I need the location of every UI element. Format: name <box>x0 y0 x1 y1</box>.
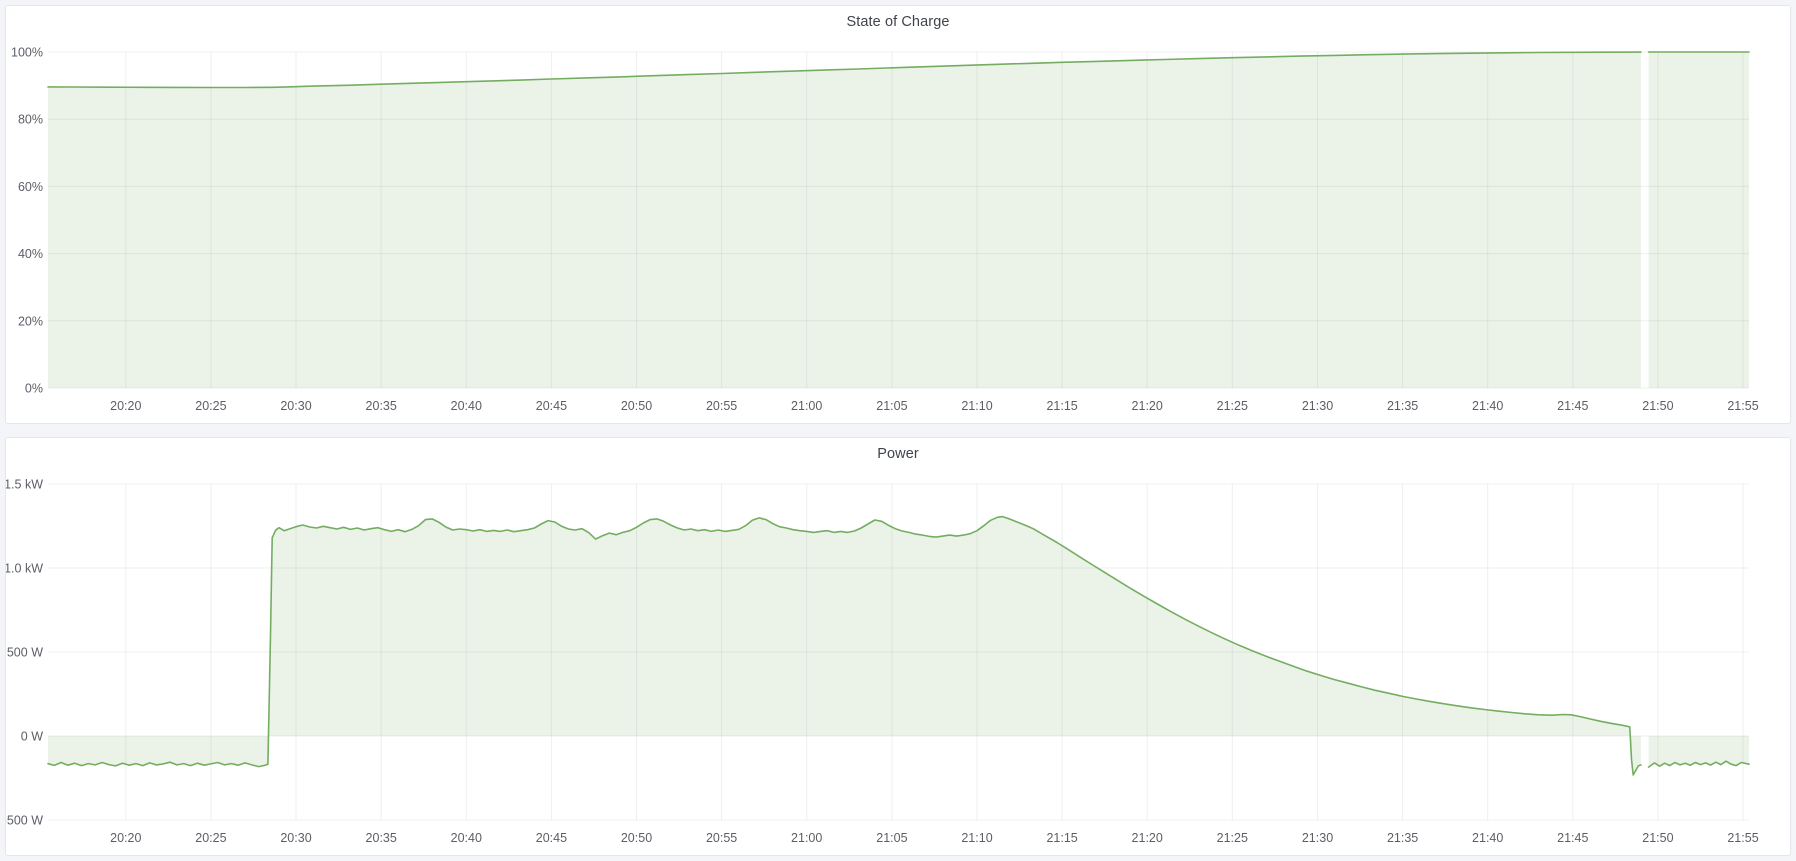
panel-title-state-of-charge[interactable]: State of Charge <box>846 14 950 30</box>
panel-state-of-charge: State of Charge 20:20 20:25 20:30 20:35 20:4… <box>5 5 1791 424</box>
x-tick-label: 21:20 <box>1132 831 1163 845</box>
x-tick-label: 21:45 <box>1557 399 1588 413</box>
x-tick-label: 21:50 <box>1642 831 1673 845</box>
x-tick-label: 21:00 <box>791 831 822 845</box>
series-area-fill <box>48 516 1641 775</box>
x-tick-label: 21:20 <box>1132 399 1163 413</box>
x-tick-label: 20:20 <box>110 399 141 413</box>
x-tick-label: 21:05 <box>876 831 907 845</box>
x-tick-label: 20:55 <box>706 399 737 413</box>
x-tick-label: 21:15 <box>1046 399 1077 413</box>
x-tick-label: 21:30 <box>1302 831 1333 845</box>
series-line <box>47 515 1642 776</box>
x-tick-label: 20:45 <box>536 831 567 845</box>
x-tick-label: 20:55 <box>706 831 737 845</box>
x-tick-label: 21:10 <box>961 831 992 845</box>
y-tick-label: 100% <box>11 46 43 60</box>
y-tick-label: 0 W <box>21 730 43 744</box>
x-tick-label: 21:30 <box>1302 399 1333 413</box>
x-tick-label: 21:50 <box>1642 399 1673 413</box>
x-tick-label: 21:00 <box>791 399 822 413</box>
power-chart[interactable]: 20:20 20:25 20:30 20:35 20:40 20:45 20:50 20:55… <box>6 468 1788 853</box>
x-tick-label: 21:40 <box>1472 831 1503 845</box>
x-tick-label: 20:25 <box>195 831 226 845</box>
x-tick-label: 21:35 <box>1387 831 1418 845</box>
state-of-charge-chart[interactable]: 20:20 20:25 20:30 20:35 20:40 20:45 20:50 20:55… <box>6 36 1788 421</box>
x-tick-label: 20:40 <box>451 399 482 413</box>
panel-power: Power 20:20 20:25 20:30 20:35 20:40 20:45 20:5… <box>5 437 1791 856</box>
x-tick-label: 21:25 <box>1217 399 1248 413</box>
y-tick-label: 1.0 kW <box>6 562 43 576</box>
x-tick-label: 20:35 <box>366 399 397 413</box>
x-tick-label: 21:45 <box>1557 831 1588 845</box>
x-tick-label: 21:25 <box>1217 831 1248 845</box>
series-line <box>47 51 1642 89</box>
x-tick-label: 20:40 <box>451 831 482 845</box>
series-area-fill <box>1648 52 1749 388</box>
x-tick-label: 20:20 <box>110 831 141 845</box>
y-tick-label: 1.5 kW <box>6 478 43 492</box>
panel-title-power[interactable]: Power <box>877 446 919 462</box>
series-line <box>1647 760 1750 768</box>
x-tick-label: 20:45 <box>536 399 567 413</box>
x-tick-label: 20:35 <box>366 831 397 845</box>
y-tick-label: 80% <box>18 113 43 127</box>
x-tick-label: 20:30 <box>280 831 311 845</box>
series-area-fill <box>48 52 1641 388</box>
y-tick-label: 60% <box>18 180 43 194</box>
x-tick-label: 21:35 <box>1387 399 1418 413</box>
y-tick-label: -500 W <box>6 814 43 828</box>
x-tick-label: 21:10 <box>961 399 992 413</box>
x-tick-label: 21:05 <box>876 399 907 413</box>
x-tick-label: 20:50 <box>621 399 652 413</box>
y-tick-label: 0% <box>25 382 43 396</box>
x-tick-label: 20:50 <box>621 831 652 845</box>
series-area-fill <box>1648 736 1749 768</box>
x-tick-label: 21:55 <box>1727 831 1758 845</box>
y-tick-label: 20% <box>18 314 43 328</box>
x-tick-label: 20:30 <box>280 399 311 413</box>
y-tick-label: 40% <box>18 247 43 261</box>
y-tick-label: 500 W <box>7 646 43 660</box>
x-tick-label: 21:15 <box>1046 831 1077 845</box>
x-tick-label: 21:55 <box>1727 399 1758 413</box>
x-tick-label: 21:40 <box>1472 399 1503 413</box>
x-tick-label: 20:25 <box>195 399 226 413</box>
